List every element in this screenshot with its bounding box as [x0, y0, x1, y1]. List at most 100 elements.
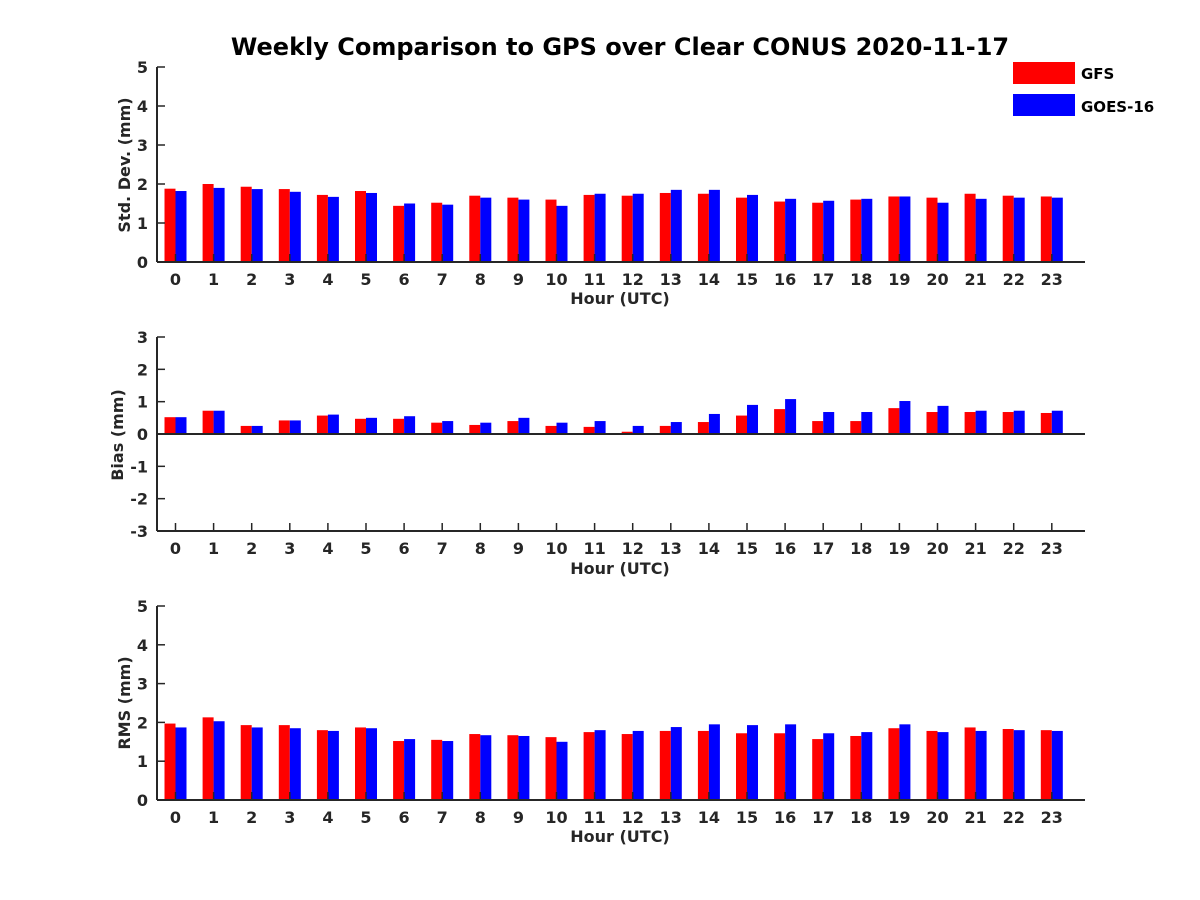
- x-tick-label: 21: [964, 539, 986, 558]
- x-tick-label: 5: [360, 808, 371, 827]
- x-tick-label: 1: [208, 539, 219, 558]
- x-tick-label: 9: [513, 808, 524, 827]
- y-tick-label: 4: [137, 97, 148, 116]
- x-tick-label: 15: [736, 808, 758, 827]
- bar-gfs-hour-4: [316, 194, 328, 262]
- bar-goes16-hour-0: [175, 191, 187, 262]
- legend: GFS GOES-16: [1013, 62, 1154, 116]
- bar-gfs-hour-9: [507, 197, 519, 262]
- bar-goes16-hour-11: [594, 730, 606, 800]
- bar-gfs-hour-20: [926, 412, 938, 434]
- bar-gfs-hour-17: [812, 202, 824, 262]
- x-tick-label: 6: [399, 270, 410, 289]
- bar-goes16-hour-21: [975, 198, 987, 262]
- x-tick-label: 17: [812, 539, 834, 558]
- bar-goes16-hour-0: [175, 417, 187, 434]
- bar-gfs-hour-5: [355, 418, 366, 434]
- x-tick-label: 15: [736, 270, 758, 289]
- bar-gfs-hour-0: [164, 188, 176, 262]
- bar-gfs-hour-12: [621, 195, 633, 262]
- y-tick-label: 0: [137, 791, 148, 810]
- legend-label-goes16: GOES-16: [1081, 98, 1154, 116]
- bar-gfs-hour-15: [736, 197, 747, 262]
- bar-gfs-hour-14: [697, 730, 709, 800]
- x-tick-label: 5: [360, 539, 371, 558]
- bar-gfs-hour-21: [964, 193, 976, 262]
- bar-gfs-hour-0: [164, 723, 176, 800]
- bar-gfs-hour-20: [926, 730, 938, 800]
- bar-gfs-hour-3: [278, 420, 290, 434]
- bar-gfs-hour-10: [545, 737, 557, 800]
- bar-gfs-hour-15: [736, 415, 747, 434]
- y-tick-label: 2: [137, 713, 148, 732]
- x-tick-label: 10: [545, 539, 567, 558]
- bar-gfs-hour-7: [431, 422, 443, 434]
- bar-gfs-hour-2: [240, 186, 252, 262]
- x-tick-label: 22: [1003, 539, 1025, 558]
- x-tick-label: 10: [545, 808, 567, 827]
- x-tick-label: 13: [660, 808, 682, 827]
- bar-goes16-hour-0: [175, 727, 187, 800]
- x-tick-label: 22: [1003, 808, 1025, 827]
- y-tick-label: 2: [137, 175, 148, 194]
- bar-goes16-hour-18: [861, 732, 873, 800]
- x-tick-label: 3: [284, 539, 295, 558]
- x-tick-label: 18: [850, 270, 872, 289]
- bar-gfs-hour-3: [278, 725, 290, 800]
- bar-gfs-hour-22: [1002, 195, 1014, 262]
- bar-goes16-hour-21: [975, 410, 987, 434]
- x-tick-label: 2: [246, 539, 257, 558]
- y-tick-label: 0: [137, 425, 148, 444]
- x-tick-label: 23: [1041, 808, 1063, 827]
- bar-gfs-hour-6: [393, 741, 405, 800]
- bar-goes16-hour-23: [1051, 197, 1063, 262]
- bar-goes16-hour-5: [366, 417, 377, 434]
- bar-goes16-hour-18: [861, 412, 873, 434]
- x-tick-label: 3: [284, 808, 295, 827]
- bar-goes16-hour-23: [1051, 730, 1063, 800]
- bar-goes16-hour-12: [632, 193, 644, 262]
- bar-goes16-hour-6: [404, 203, 416, 262]
- x-axis-label: Hour (UTC): [570, 289, 670, 308]
- bar-gfs-hour-21: [964, 412, 976, 434]
- bar-gfs-hour-6: [393, 418, 405, 434]
- bar-gfs-hour-15: [736, 733, 747, 800]
- bar-gfs-hour-13: [659, 730, 671, 800]
- x-tick-label: 13: [660, 270, 682, 289]
- y-tick-label: 1: [137, 214, 148, 233]
- legend-label-gfs: GFS: [1081, 65, 1114, 83]
- bar-gfs-hour-1: [202, 410, 214, 434]
- bar-goes16-hour-17: [823, 200, 835, 262]
- bar-goes16-hour-17: [823, 733, 835, 800]
- bar-goes16-hour-5: [366, 728, 377, 800]
- legend-swatch-gfs: [1013, 62, 1075, 84]
- x-tick-label: 19: [888, 270, 910, 289]
- bar-goes16-hour-4: [327, 414, 339, 434]
- bar-gfs-hour-8: [469, 424, 481, 434]
- bar-goes16-hour-13: [670, 422, 682, 434]
- bar-gfs-hour-21: [964, 727, 976, 800]
- bar-goes16-hour-6: [404, 739, 416, 800]
- bar-gfs-hour-16: [774, 409, 786, 434]
- bar-goes16-hour-9: [518, 417, 530, 434]
- bar-goes16-hour-8: [480, 422, 492, 434]
- bar-goes16-hour-9: [518, 199, 530, 262]
- bar-goes16-hour-11: [594, 421, 606, 434]
- x-tick-label: 23: [1041, 270, 1063, 289]
- bar-gfs-hour-23: [1040, 412, 1052, 434]
- y-tick-label: 3: [137, 136, 148, 155]
- y-tick-label: -1: [130, 457, 148, 476]
- x-tick-label: 11: [583, 270, 605, 289]
- bar-goes16-hour-10: [556, 422, 568, 434]
- bar-goes16-hour-3: [289, 191, 301, 262]
- bar-goes16-hour-6: [404, 416, 416, 434]
- y-tick-label: 1: [137, 393, 148, 412]
- bar-gfs-hour-16: [774, 201, 786, 262]
- x-tick-label: 12: [622, 808, 644, 827]
- bar-goes16-hour-14: [708, 413, 720, 434]
- x-tick-label: 6: [399, 539, 410, 558]
- bar-gfs-hour-9: [507, 421, 519, 434]
- x-tick-label: 20: [926, 539, 948, 558]
- x-tick-label: 8: [475, 808, 486, 827]
